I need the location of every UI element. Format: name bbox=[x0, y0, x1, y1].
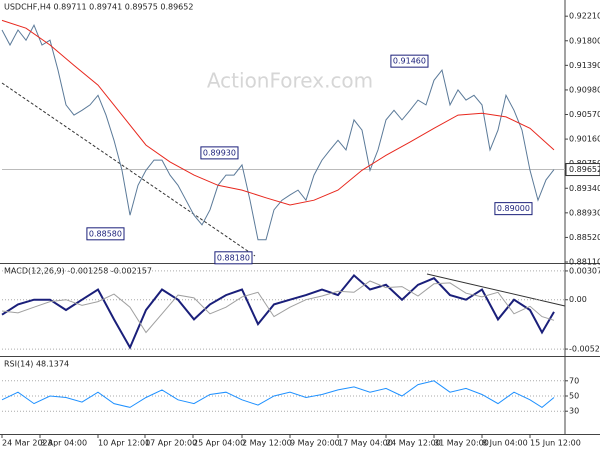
x-tick-label: 15 Jun 12:00 bbox=[530, 439, 581, 448]
series-line bbox=[1, 380, 555, 409]
annotation-box bbox=[494, 202, 533, 216]
price-label-box bbox=[565, 163, 600, 177]
annotation-label: 0.89000 bbox=[497, 204, 530, 213]
trend-line bbox=[426, 273, 566, 307]
annotation: 0.89930 bbox=[200, 146, 239, 160]
annotation-label: 0.88180 bbox=[217, 253, 250, 262]
x-tick-label: 25 Apr 04:00 bbox=[193, 439, 245, 448]
x-tick-label: 24 Mar 2023 bbox=[2, 439, 53, 448]
panel-title: RSI(14) 48.1374 bbox=[4, 360, 69, 369]
x-tick-label: 3 Apr 04:00 bbox=[40, 439, 87, 448]
x-tick-label: 24 May 12:00 bbox=[386, 439, 441, 448]
chart-title: USDCHF,H4 0.89711 0.89741 0.89575 0.8965… bbox=[4, 3, 193, 12]
y-tick-label: 0.88110 bbox=[569, 258, 600, 267]
y-tick-label: 0.92210 bbox=[569, 12, 600, 21]
y-tick-label: 30 bbox=[569, 407, 579, 416]
y-tick-label: 0.91800 bbox=[569, 36, 600, 45]
trend-line bbox=[1, 82, 256, 257]
y-tick-label: 50 bbox=[569, 392, 579, 401]
x-tick-label: 2 May 12:00 bbox=[242, 439, 292, 448]
annotation-box bbox=[214, 251, 253, 265]
annotation: 0.89000 bbox=[494, 202, 533, 216]
y-tick-label: 70 bbox=[569, 376, 579, 385]
y-tick-label: 0.00 bbox=[569, 295, 587, 304]
x-tick-label: 8 Jun 04:00 bbox=[482, 439, 528, 448]
y-tick-label: 0.91390 bbox=[569, 61, 600, 70]
x-tick-label: 9 May 20:00 bbox=[290, 439, 340, 448]
y-tick-label: 0.90160 bbox=[569, 135, 600, 144]
x-tick-label: 17 May 04:00 bbox=[338, 439, 393, 448]
x-tick-label: 31 May 20:00 bbox=[434, 439, 489, 448]
y-tick-label: 0.89340 bbox=[569, 184, 600, 193]
annotation-label: 0.89930 bbox=[203, 148, 236, 157]
price-label: 0.89652 bbox=[569, 165, 600, 174]
annotation-box bbox=[86, 227, 125, 241]
y-tick-label: 0.90980 bbox=[569, 85, 600, 94]
watermark: ActionForex.com bbox=[207, 69, 373, 93]
x-tick-label: 10 Apr 12:00 bbox=[98, 439, 150, 448]
annotation-label: 0.91460 bbox=[393, 57, 426, 66]
annotation: 0.91460 bbox=[390, 54, 429, 68]
annotation-box bbox=[390, 54, 429, 68]
series-line bbox=[1, 273, 555, 350]
annotation-box bbox=[200, 146, 239, 160]
annotation-label: 0.88580 bbox=[89, 229, 122, 238]
x-tick-label: 17 Apr 20:00 bbox=[145, 439, 197, 448]
series-line bbox=[1, 19, 555, 206]
y-tick-label: 0.88520 bbox=[569, 233, 600, 242]
annotation: 0.88180 bbox=[214, 251, 253, 265]
annotation: 0.88580 bbox=[86, 227, 125, 241]
y-tick-label: -0.005268 bbox=[569, 345, 600, 354]
y-tick-label: 0.88930 bbox=[569, 208, 600, 217]
series-line bbox=[1, 280, 555, 334]
y-tick-label: 0.003078 bbox=[569, 266, 600, 275]
series-line bbox=[1, 24, 555, 241]
y-tick-label: 0.90570 bbox=[569, 110, 600, 119]
